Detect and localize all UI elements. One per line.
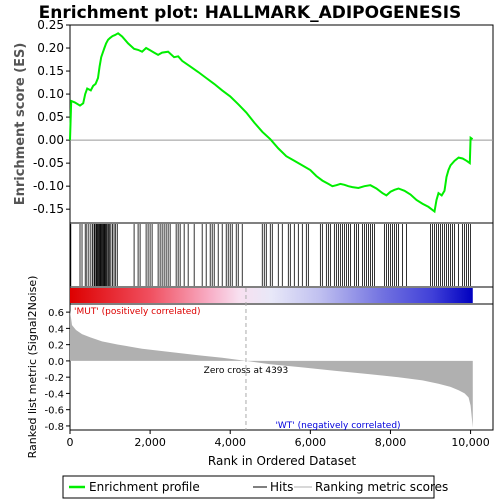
metric-y-tick-label: 0.6 <box>48 308 64 319</box>
ranking-metric-area <box>70 310 473 428</box>
es-y-tick-label: -0.05 <box>33 156 64 170</box>
hit-lines <box>70 224 471 286</box>
x-tick-label: 6,000 <box>295 436 327 449</box>
es-panel: -0.15-0.10-0.050.000.050.100.150.200.25 … <box>13 18 494 224</box>
x-tick-label: 4,000 <box>214 436 246 449</box>
es-y-tick-label: 0.25 <box>37 18 64 32</box>
metric-y-tick-label: -0.2 <box>44 373 64 384</box>
zero-cross-label: Zero cross at 4393 <box>204 366 289 376</box>
x-axis-label: Rank in Ordered Dataset <box>208 454 356 468</box>
metric-y-tick-label: -0.4 <box>44 389 64 400</box>
es-y-axis-label: Enrichment score (ES) <box>13 43 28 206</box>
rank-color-bar-group <box>69 286 494 305</box>
x-axis: 0 2,000 4,000 6,000 8,000 10,000 <box>67 430 490 449</box>
metric-panel: -0.8 -0.6 -0.4 -0.2 0.0 0.2 0.4 0.6 Zero cross … <box>26 276 494 459</box>
metric-y-tick-label: 0.0 <box>48 357 64 368</box>
positive-correlation-label: 'MUT' (positively correlated) <box>74 307 201 317</box>
legend-label-hits: Hits <box>270 480 293 494</box>
es-y-tick-label: 0.10 <box>37 87 64 101</box>
x-tick-label: 2,000 <box>134 436 166 449</box>
metric-y-tick-label: -0.8 <box>44 422 64 433</box>
x-tick-label: 8,000 <box>375 436 407 449</box>
metric-y-tick-label: -0.6 <box>44 406 64 417</box>
enrichment-profile-line <box>69 32 474 214</box>
chart-title: Enrichment plot: HALLMARK_ADIPOGENESIS <box>39 3 462 23</box>
es-y-tick-label: 0.05 <box>37 110 64 124</box>
es-y-tick-label: -0.15 <box>33 202 64 216</box>
metric-y-axis-label: Ranked list metric (Signal2Noise) <box>26 276 39 459</box>
rank-color-bar <box>70 288 473 303</box>
es-y-tick-label: 0.00 <box>37 133 64 147</box>
metric-y-ticks: -0.8 -0.6 -0.4 -0.2 0.0 0.2 0.4 0.6 <box>44 308 70 433</box>
es-y-tick-label: 0.20 <box>37 41 64 55</box>
hits-frame <box>69 222 494 288</box>
x-tick-label: 0 <box>67 436 74 449</box>
metric-y-tick-label: 0.2 <box>48 341 64 352</box>
es-y-tick-label: -0.10 <box>33 179 64 193</box>
es-y-tick-label: 0.15 <box>37 64 64 78</box>
negative-correlation-label: 'WT' (negatively correlated) <box>275 421 400 431</box>
hits-panel <box>69 222 494 288</box>
legend-frame <box>62 475 435 499</box>
metric-y-tick-label: 0.4 <box>48 324 64 335</box>
x-tick-label: 10,000 <box>451 436 490 449</box>
legend: Enrichment profile Hits Ranking metric s… <box>62 475 448 499</box>
legend-label-enrichment: Enrichment profile <box>89 480 200 494</box>
es-plot-frame <box>69 24 494 224</box>
legend-label-ranking: Ranking metric scores <box>315 480 448 494</box>
es-y-ticks: -0.15 -0.10 -0.05 0.00 0.05 0.10 0.15 0.20 0.25 <box>33 18 70 216</box>
